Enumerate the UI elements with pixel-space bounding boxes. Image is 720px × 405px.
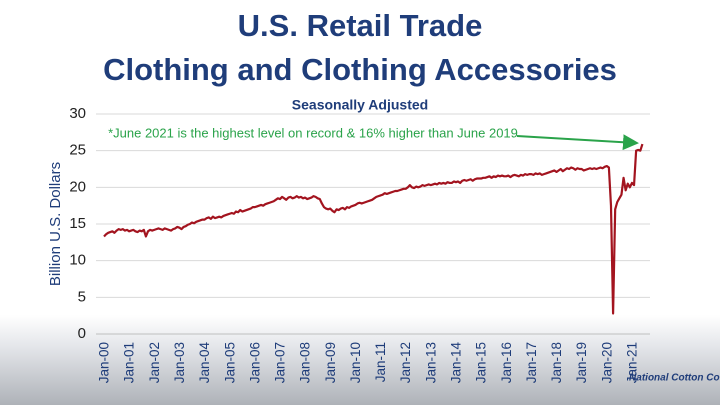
y-axis-label: Billion U.S. Dollars [47, 162, 64, 286]
x-tick-label: Jan-07 [273, 342, 288, 383]
x-tick-label: Jan-20 [599, 342, 614, 383]
chart-title: U.S. Retail Trade [238, 8, 483, 43]
y-tick-label: 0 [78, 325, 86, 342]
x-tick-label: Jan-03 [172, 342, 187, 383]
x-tick-label: Jan-04 [197, 342, 212, 384]
x-tick-label: Jan-17 [524, 342, 539, 383]
data-line [103, 143, 644, 315]
x-tick-label: Jan-16 [499, 342, 514, 383]
x-tick-label: Jan-08 [298, 342, 313, 383]
y-tick-label: 20 [69, 178, 86, 195]
note: Seasonally Adjusted [292, 97, 428, 113]
x-tick-label: Jan-00 [97, 342, 112, 383]
background-photo [0, 315, 720, 405]
chart-subtitle: Clothing and Clothing Accessories [103, 52, 617, 87]
y-tick-label: 15 [69, 215, 86, 232]
annotation: *June 2021 is the highest level on recor… [108, 125, 518, 140]
x-tick-label: Jan-19 [574, 342, 589, 383]
x-tick-label: Jan-10 [348, 342, 363, 383]
x-tick-label: Jan-15 [474, 342, 489, 383]
x-tick-label: Jan-11 [373, 342, 388, 382]
x-tick-label: Jan-09 [323, 342, 338, 383]
y-tick-label: 25 [69, 142, 86, 159]
logo: National Cotton Council [629, 373, 720, 384]
x-tick-label: Jan-05 [222, 342, 237, 383]
y-tick-label: 30 [69, 105, 86, 122]
x-tick-label: Jan-02 [147, 342, 162, 383]
y-tick-label: 5 [78, 288, 86, 305]
x-tick-label: Jan-18 [549, 342, 564, 383]
annotation-arrow [516, 134, 639, 151]
x-tick-label: Jan-21 [625, 342, 640, 383]
y-tick-label: 10 [69, 252, 86, 269]
x-tick-label: Jan-12 [398, 342, 413, 383]
x-tick-label: Jan-13 [423, 342, 438, 383]
x-tick-label: Jan-06 [247, 342, 262, 383]
x-tick-label: Jan-14 [449, 342, 464, 384]
x-tick-label: Jan-01 [122, 342, 137, 383]
